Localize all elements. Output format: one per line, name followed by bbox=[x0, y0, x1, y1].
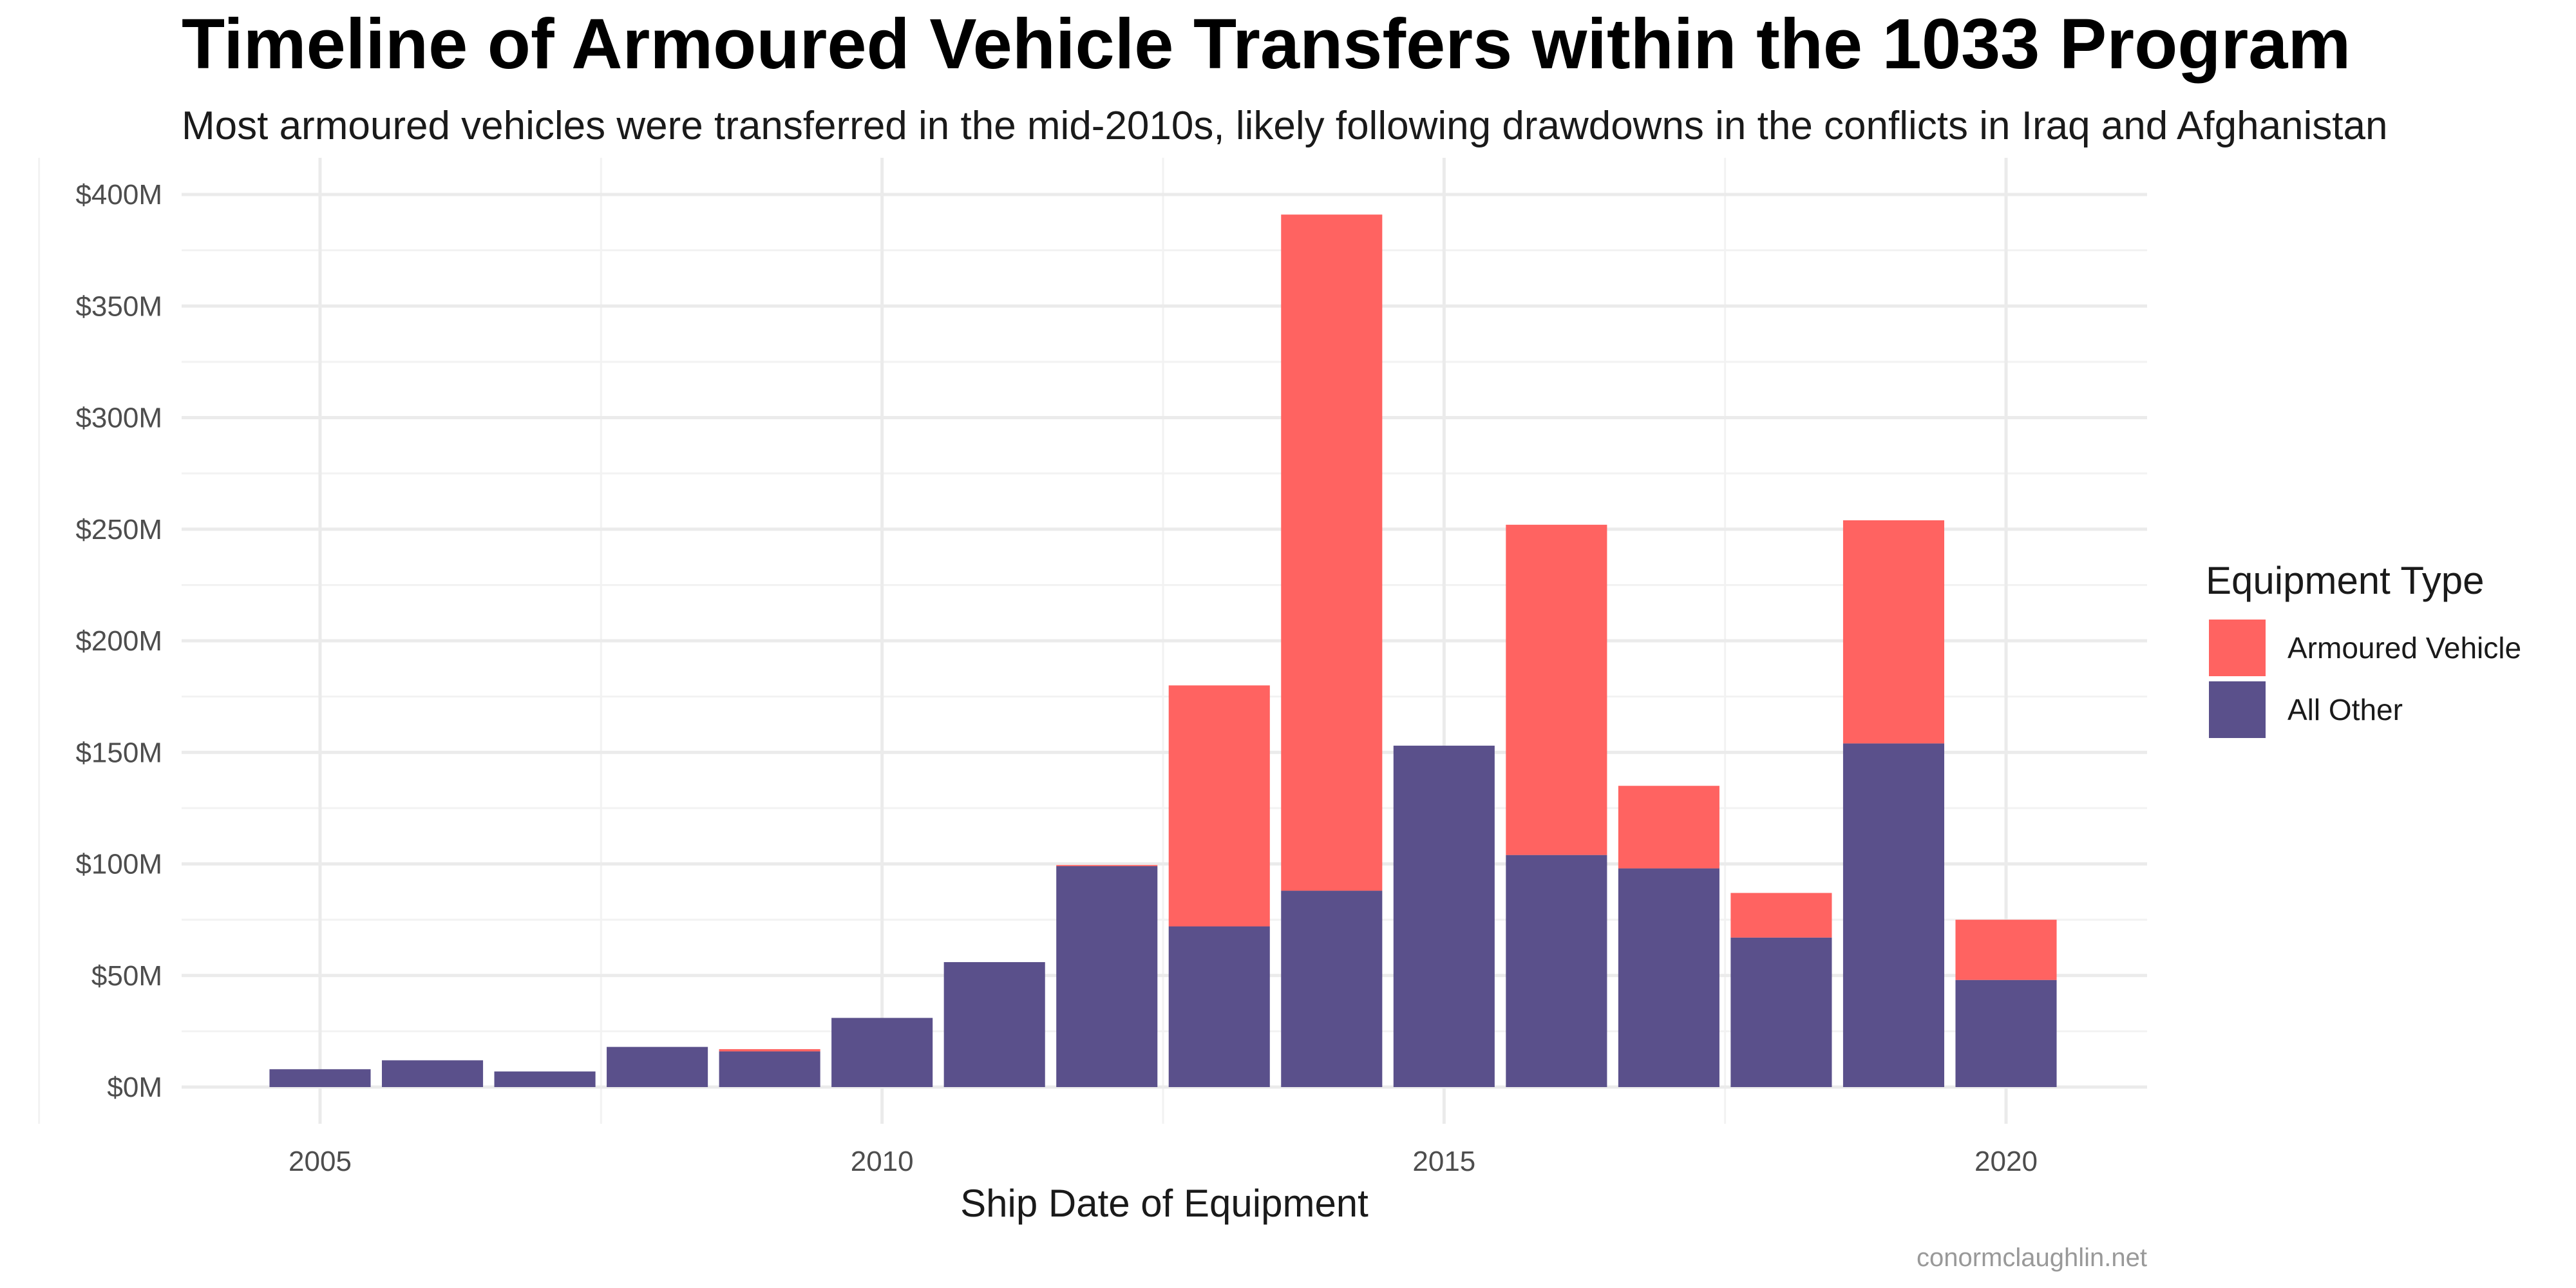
bar-all-other-2009 bbox=[719, 1051, 820, 1087]
y-tick-label: $100M bbox=[75, 849, 162, 880]
bar-all-other-2017 bbox=[1618, 868, 1719, 1087]
bar-armoured-vehicle-2012 bbox=[1056, 865, 1158, 866]
bar-all-other-2018 bbox=[1730, 937, 1832, 1087]
bar-all-other-2007 bbox=[494, 1071, 596, 1087]
bar-all-other-2015 bbox=[1393, 745, 1495, 1087]
y-tick-label: $50M bbox=[91, 960, 162, 992]
bar-armoured-vehicle-2009 bbox=[719, 1049, 820, 1052]
y-tick-label: $150M bbox=[75, 737, 162, 768]
bar-all-other-2006 bbox=[381, 1060, 484, 1087]
chart-subtitle: Most armoured vehicles were transferred … bbox=[182, 104, 2388, 148]
bar-armoured-vehicle-2014 bbox=[1281, 214, 1383, 891]
x-tick-label: 2015 bbox=[1412, 1146, 1475, 1177]
bar-armoured-vehicle-2019 bbox=[1842, 520, 1945, 744]
y-tick-label: $300M bbox=[75, 402, 162, 434]
chart-title: Timeline of Armoured Vehicle Transfers w… bbox=[182, 5, 2351, 84]
bar-all-other-2020 bbox=[1955, 980, 2057, 1087]
bar-all-other-2008 bbox=[607, 1046, 708, 1087]
legend-key-armoured-vehicle bbox=[2209, 620, 2266, 676]
y-tick-label: $200M bbox=[75, 625, 162, 657]
y-tick-label: $250M bbox=[75, 514, 162, 545]
bar-all-other-2013 bbox=[1168, 926, 1270, 1087]
x-tick-label: 2020 bbox=[1975, 1146, 2038, 1177]
x-tick-label: 2010 bbox=[851, 1146, 914, 1177]
bar-all-other-2010 bbox=[831, 1018, 933, 1087]
legend: Equipment Type Armoured Vehicle All Other bbox=[2206, 559, 2521, 738]
bar-armoured-vehicle-2017 bbox=[1618, 786, 1719, 869]
bar-all-other-2019 bbox=[1842, 743, 1945, 1087]
caption: conormclaughlin.net bbox=[1917, 1244, 2147, 1272]
bar-all-other-2014 bbox=[1281, 891, 1383, 1087]
x-tick-label: 2005 bbox=[289, 1146, 352, 1177]
bar-all-other-2005 bbox=[269, 1069, 371, 1087]
x-axis-title: Ship Date of Equipment bbox=[960, 1182, 1368, 1225]
y-tick-label: $350M bbox=[75, 290, 162, 322]
bar-all-other-2012 bbox=[1056, 866, 1158, 1087]
bar-armoured-vehicle-2020 bbox=[1955, 920, 2057, 980]
bars bbox=[269, 214, 2057, 1087]
bar-all-other-2011 bbox=[943, 961, 1045, 1087]
bar-armoured-vehicle-2016 bbox=[1506, 524, 1607, 855]
y-axis: $0M $50M $100M $150M $200M $250M $300M $350M $40… bbox=[75, 179, 162, 1103]
y-tick-label: $0M bbox=[107, 1072, 162, 1103]
bar-armoured-vehicle-2013 bbox=[1168, 685, 1270, 927]
x-axis: 2005 2010 2015 2020 bbox=[289, 1146, 2038, 1177]
legend-label-armoured-vehicle: Armoured Vehicle bbox=[2287, 631, 2521, 665]
bar-all-other-2016 bbox=[1506, 855, 1607, 1087]
legend-title: Equipment Type bbox=[2206, 559, 2485, 602]
y-tick-label: $400M bbox=[75, 179, 162, 211]
legend-label-all-other: All Other bbox=[2287, 693, 2403, 726]
bar-armoured-vehicle-2018 bbox=[1730, 893, 1832, 938]
legend-key-all-other bbox=[2209, 681, 2266, 738]
